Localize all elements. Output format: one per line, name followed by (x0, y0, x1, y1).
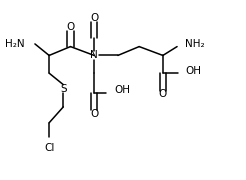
Text: OH: OH (185, 66, 201, 75)
Text: N: N (90, 50, 98, 60)
Text: O: O (90, 109, 98, 119)
Text: OH: OH (114, 85, 130, 95)
Text: H₂N: H₂N (5, 39, 24, 49)
Text: NH₂: NH₂ (185, 39, 205, 50)
Text: S: S (60, 84, 67, 94)
Text: O: O (66, 22, 75, 32)
Text: O: O (159, 89, 167, 99)
Text: O: O (90, 13, 98, 23)
Text: Cl: Cl (44, 143, 54, 153)
